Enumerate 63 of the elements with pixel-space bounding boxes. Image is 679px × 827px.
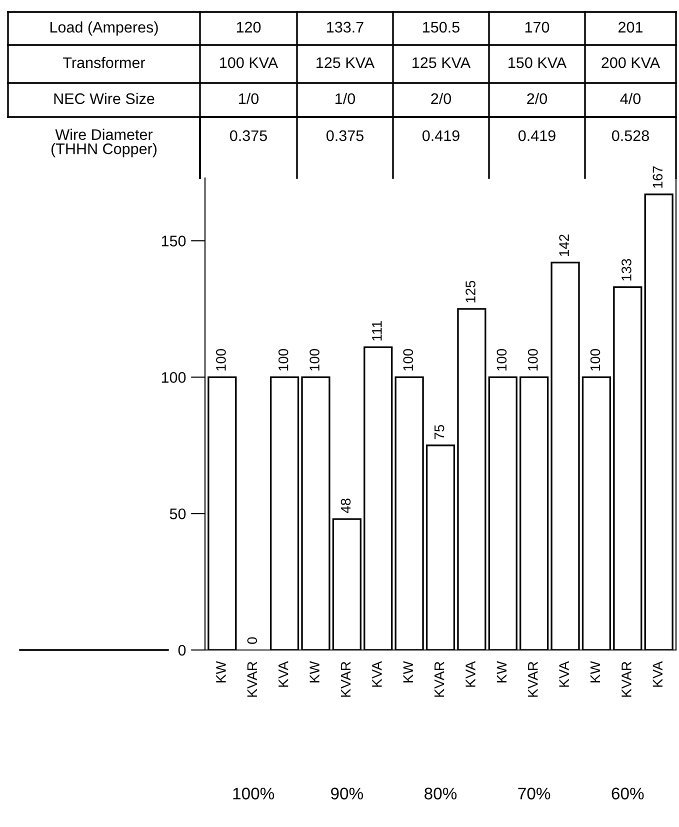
data-label: 100 <box>528 348 538 371</box>
x-tick-label: KW <box>403 661 413 682</box>
text: 2/0 <box>431 92 452 104</box>
x-tick-label: KVA <box>372 661 382 687</box>
text: 150 KVA <box>508 57 567 68</box>
text: 80% <box>424 788 457 800</box>
x-tick-label: KW <box>590 661 600 682</box>
data-label: 75 <box>434 424 444 440</box>
data-label: 100 <box>216 348 226 371</box>
data-label: 100 <box>310 348 320 371</box>
text: 0.375 <box>230 130 267 142</box>
data-label: 100 <box>278 348 288 371</box>
text: 1/0 <box>239 92 259 104</box>
text: 0.528 <box>612 130 649 142</box>
text: 2/0 <box>527 92 548 104</box>
x-tick-label: KW <box>310 661 320 682</box>
data-label: 0 <box>247 637 258 644</box>
text: 125 KVA <box>412 57 471 68</box>
text: 100% <box>233 788 274 800</box>
x-tick-label: KVA <box>559 661 569 687</box>
x-tick-label: KVAR <box>247 662 257 697</box>
y-tick-label: 0 <box>178 644 186 656</box>
x-tick-label: KVAR <box>340 662 351 697</box>
text: 90% <box>331 788 364 800</box>
text: 0.419 <box>422 130 460 142</box>
data-label: 100 <box>403 348 414 371</box>
text: 200 KVA <box>602 57 660 68</box>
data-label: 48 <box>340 498 351 514</box>
x-tick-label: KVA <box>466 661 476 687</box>
y-tick-label: 50 <box>170 508 186 520</box>
text: 201 <box>618 22 642 33</box>
x-tick-label: KVA <box>652 661 662 687</box>
data-label: 167 <box>652 166 663 188</box>
text: 120 <box>236 22 261 33</box>
text: Transformer <box>63 56 146 68</box>
data-label: 100 <box>590 348 600 371</box>
x-tick-label: KW <box>216 661 226 682</box>
data-label: 133 <box>622 259 632 281</box>
y-tick-label: 100 <box>162 372 186 383</box>
text: 133.7 <box>327 22 364 33</box>
text: Wire Diameter (THHN Copper) <box>51 128 157 158</box>
y-tick-label: 150 <box>162 236 186 246</box>
x-tick-label: KVA <box>278 661 288 687</box>
text: 60% <box>612 788 644 800</box>
text: 1/0 <box>336 92 356 104</box>
text: Load (Amperes) <box>50 21 158 36</box>
text: NEC Wire Size <box>54 92 154 104</box>
text: 0.375 <box>326 130 364 142</box>
text: 170 <box>525 22 550 33</box>
text: 100 KVA <box>220 57 278 68</box>
x-tick-label: KW <box>496 661 506 682</box>
data-label: 100 <box>496 348 507 371</box>
data-label: 125 <box>466 280 476 302</box>
text: 4/0 <box>620 92 641 104</box>
text: 125 KVA <box>316 57 375 68</box>
data-label: 142 <box>559 234 569 256</box>
text: 150.5 <box>423 22 460 33</box>
x-tick-label: KVAR <box>622 662 632 697</box>
text: 70% <box>518 788 550 800</box>
x-tick-label: KVAR <box>528 662 538 697</box>
x-tick-label: KVAR <box>434 662 444 697</box>
text: 0.419 <box>518 130 556 142</box>
data-label: 111 <box>372 321 382 341</box>
